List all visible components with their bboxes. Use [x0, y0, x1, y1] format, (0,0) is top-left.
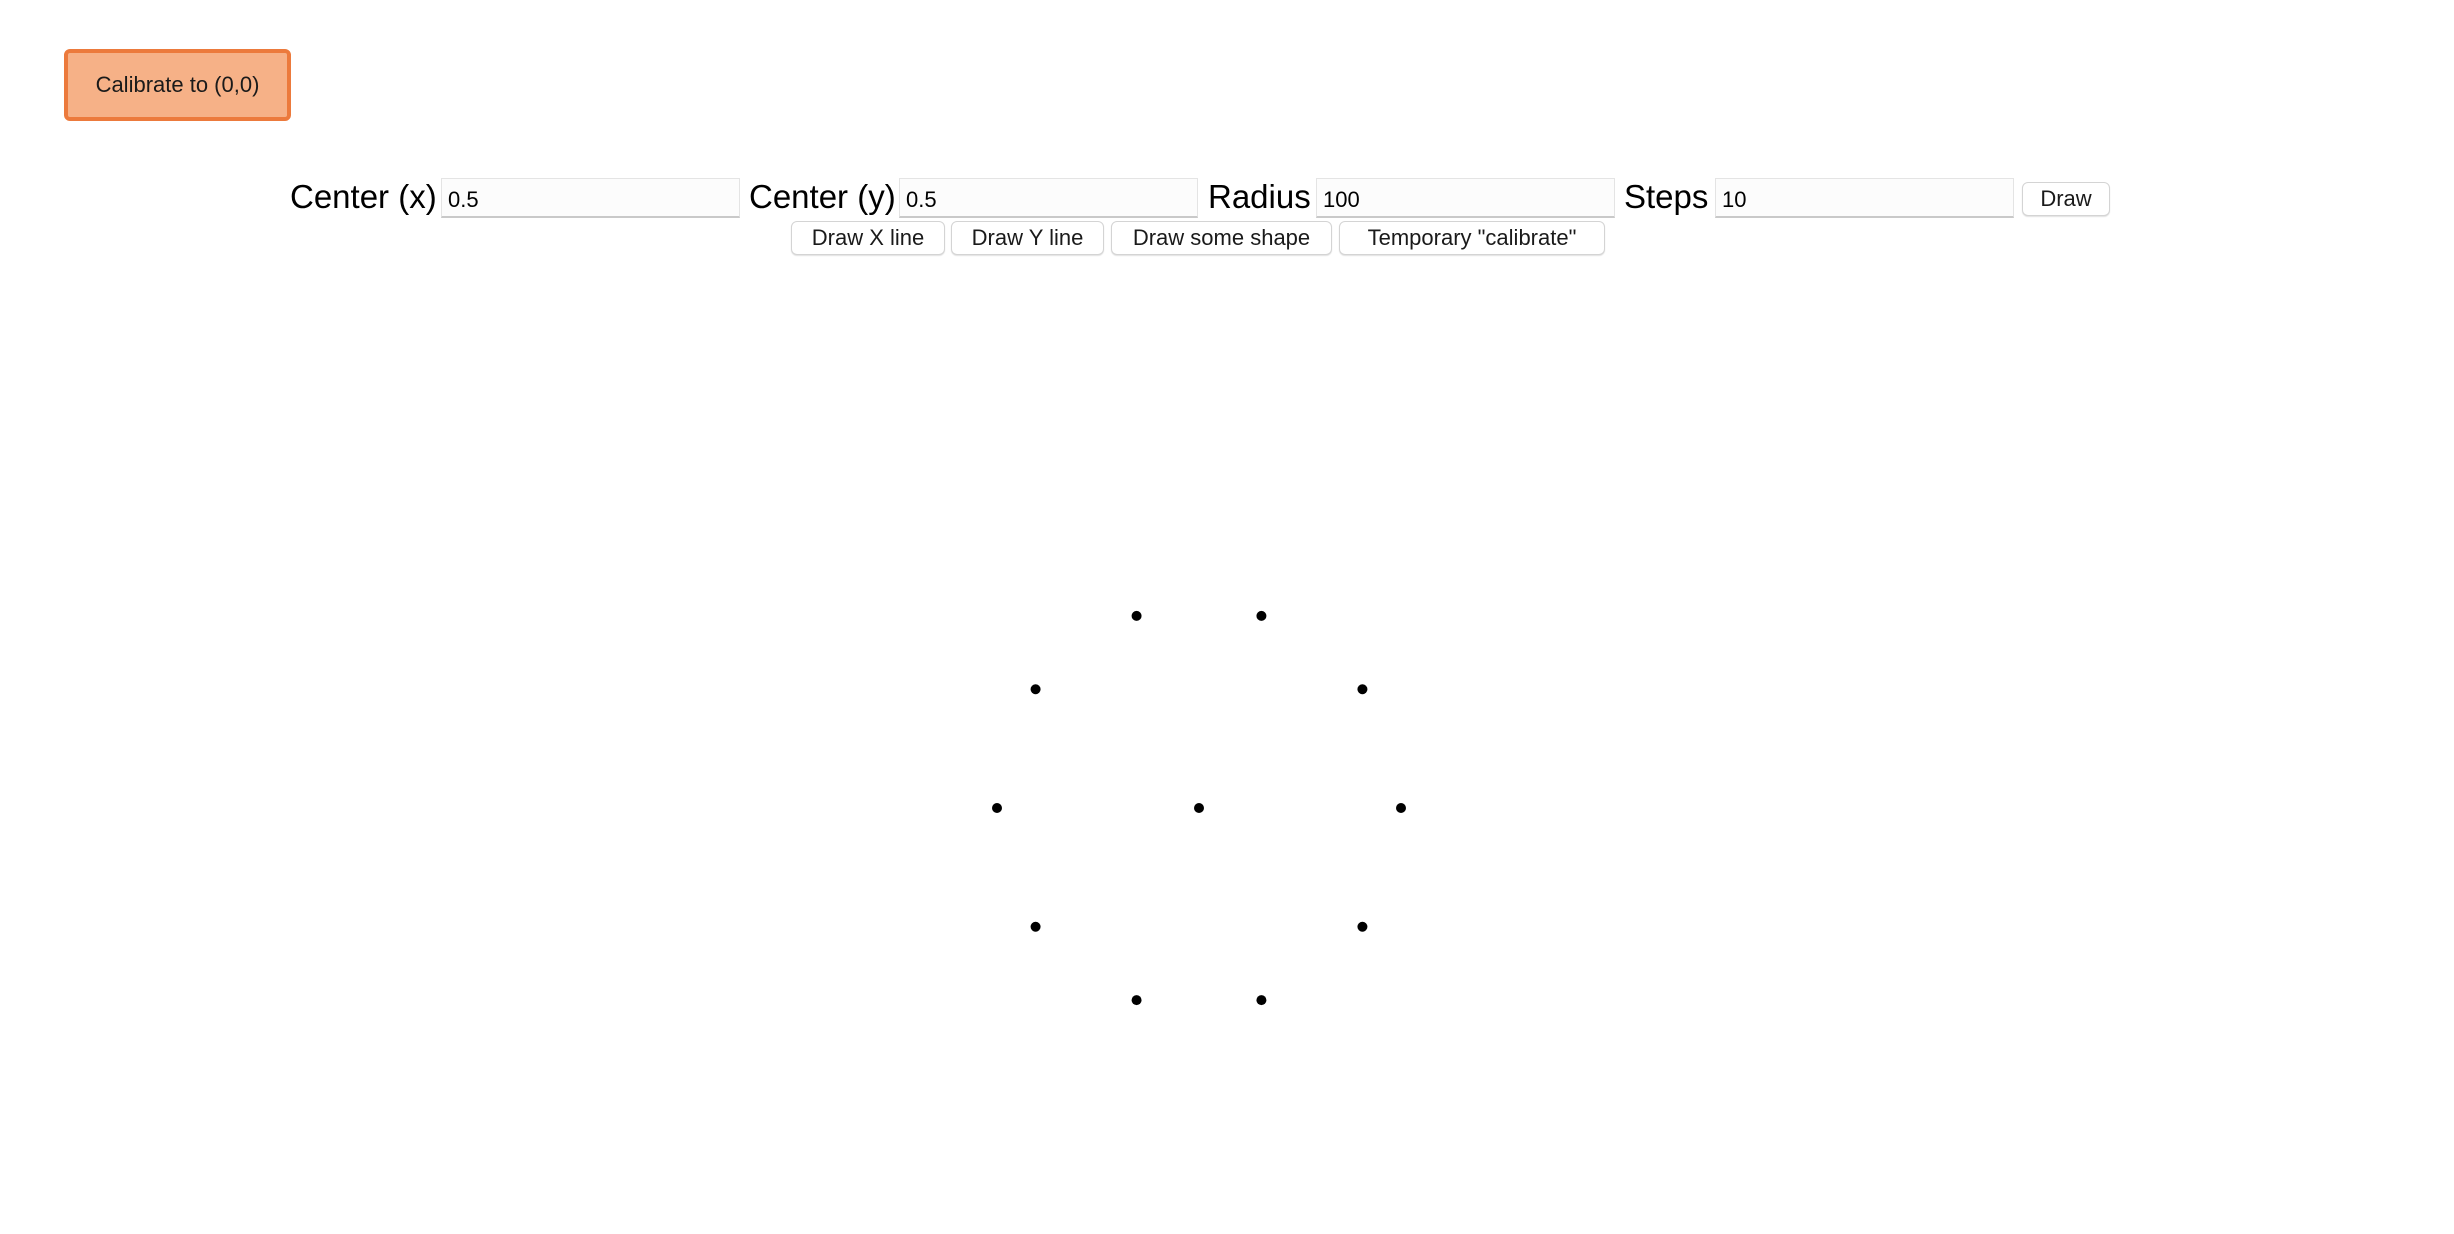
center-x-label: Center (x): [290, 178, 437, 215]
center-point: [1194, 803, 1204, 813]
center-y-input[interactable]: [899, 178, 1198, 218]
controls-row: Center (x) Center (y) Radius Steps Draw: [0, 175, 2454, 219]
circle-point: [1131, 610, 1142, 621]
circle-point: [1256, 610, 1267, 621]
steps-input[interactable]: [1715, 178, 2014, 218]
center-y-label: Center (y): [749, 178, 896, 215]
steps-label: Steps: [1624, 178, 1709, 215]
circle-point: [1357, 921, 1368, 932]
radius-input[interactable]: [1316, 178, 1615, 218]
circle-point: [1256, 995, 1267, 1006]
center-x-input[interactable]: [441, 178, 740, 218]
circle-point: [1030, 921, 1041, 932]
circle-point: [1357, 684, 1368, 695]
circle-point: [1030, 684, 1041, 695]
draw-x-line-button[interactable]: Draw X line: [791, 221, 945, 255]
dots-layer: [992, 610, 1406, 1006]
calibrate-button[interactable]: Calibrate to (0,0): [64, 49, 291, 121]
temporary-calibrate-button[interactable]: Temporary "calibrate": [1339, 221, 1605, 255]
draw-some-shape-button[interactable]: Draw some shape: [1111, 221, 1332, 255]
draw-y-line-button[interactable]: Draw Y line: [951, 221, 1104, 255]
radius-label: Radius: [1208, 178, 1311, 215]
circle-point: [992, 803, 1002, 813]
draw-button[interactable]: Draw: [2022, 182, 2110, 216]
circle-point: [1396, 803, 1406, 813]
circle-point: [1131, 995, 1142, 1006]
